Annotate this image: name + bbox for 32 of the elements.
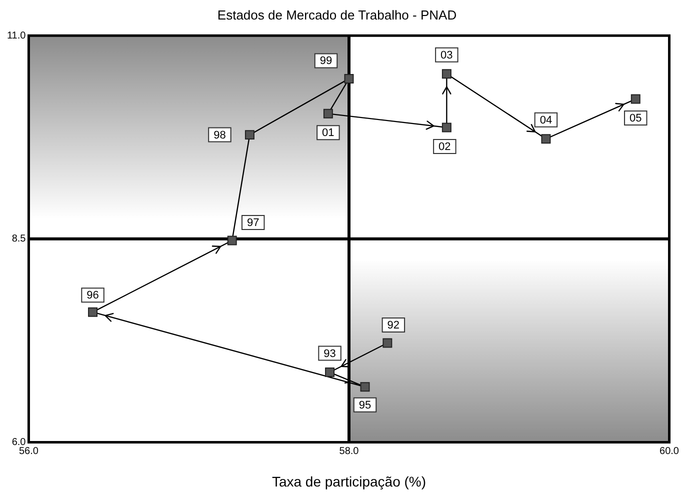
point xyxy=(442,69,452,79)
point xyxy=(323,108,333,118)
annotation: 98 xyxy=(214,129,226,142)
point xyxy=(88,307,98,317)
annotation: 01 xyxy=(322,127,334,140)
point xyxy=(382,338,392,348)
annotation: 05 xyxy=(630,112,642,125)
y-tick-label: 11.0 xyxy=(6,30,26,42)
annotation: 93 xyxy=(324,348,336,360)
annotation: 02 xyxy=(438,141,451,154)
y-tick-label: 8.5 xyxy=(12,234,26,245)
annotation: 03 xyxy=(440,49,453,62)
y-tick-label: 6.0 xyxy=(12,436,26,448)
annotation: 99 xyxy=(320,55,332,68)
x-tick-label: 60.0 xyxy=(660,446,680,457)
point xyxy=(227,236,237,246)
annotation: 92 xyxy=(387,320,400,332)
point xyxy=(360,382,370,392)
annotation: 96 xyxy=(86,290,99,302)
chart-title: Estados de Mercado de Trabalho - PNAD xyxy=(217,7,457,22)
x-axis-title: Taxa de participação (%) xyxy=(272,473,426,490)
point xyxy=(442,122,452,132)
x-tick-label: 56.0 xyxy=(18,446,39,457)
x-tick-label: 58.0 xyxy=(339,446,360,457)
point xyxy=(344,74,354,84)
point xyxy=(541,134,551,144)
annotation: 95 xyxy=(358,399,372,412)
annotation: 04 xyxy=(540,114,552,126)
annotation: 97 xyxy=(246,217,260,230)
point xyxy=(244,130,254,140)
point xyxy=(630,94,640,104)
point xyxy=(325,368,335,378)
